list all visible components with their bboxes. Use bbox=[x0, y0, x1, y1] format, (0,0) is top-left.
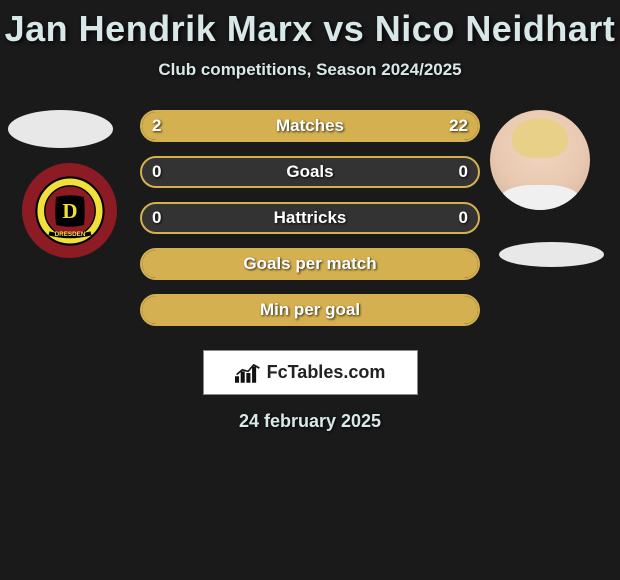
brand-box: FcTables.com bbox=[203, 350, 418, 395]
subtitle: Club competitions, Season 2024/2025 bbox=[0, 60, 620, 80]
svg-text:DRESDEN: DRESDEN bbox=[54, 231, 85, 238]
stat-label: Min per goal bbox=[142, 296, 478, 324]
stat-label: Goals per match bbox=[142, 250, 478, 278]
stat-row: Hattricks0 0 bbox=[140, 202, 480, 234]
stat-value-right: 0 bbox=[459, 158, 468, 186]
stat-value-right: 22 bbox=[449, 112, 468, 140]
player-right-avatar bbox=[490, 110, 590, 210]
page-title: Jan Hendrik Marx vs Nico Neidhart bbox=[0, 8, 620, 50]
stat-value-left: 0 bbox=[152, 158, 161, 186]
stat-row: Min per goal bbox=[140, 294, 480, 326]
stat-row: Matches222 bbox=[140, 110, 480, 142]
club-badge-icon: D DRESDEN bbox=[35, 176, 105, 246]
stat-row: Goals per match bbox=[140, 248, 480, 280]
stat-value-left: 2 bbox=[152, 112, 161, 140]
svg-text:D: D bbox=[62, 199, 77, 223]
stat-value-left: 0 bbox=[152, 204, 161, 232]
player-left-club-badge: D DRESDEN bbox=[22, 163, 117, 258]
player-left-avatar bbox=[8, 110, 113, 148]
stat-label: Hattricks bbox=[142, 204, 478, 232]
stat-label: Matches bbox=[142, 112, 478, 140]
stats-area: D DRESDEN Matches222Goals00Hattricks00Go… bbox=[0, 110, 620, 350]
brand-label: FcTables.com bbox=[267, 362, 386, 383]
stat-value-right: 0 bbox=[459, 204, 468, 232]
stat-label: Goals bbox=[142, 158, 478, 186]
player-right-club-badge bbox=[499, 242, 604, 267]
chart-icon bbox=[235, 362, 261, 384]
stat-row: Goals0 0 bbox=[140, 156, 480, 188]
date-label: 24 february 2025 bbox=[0, 411, 620, 432]
comparison-bars: Matches222Goals00Hattricks00Goals per ma… bbox=[140, 110, 480, 340]
